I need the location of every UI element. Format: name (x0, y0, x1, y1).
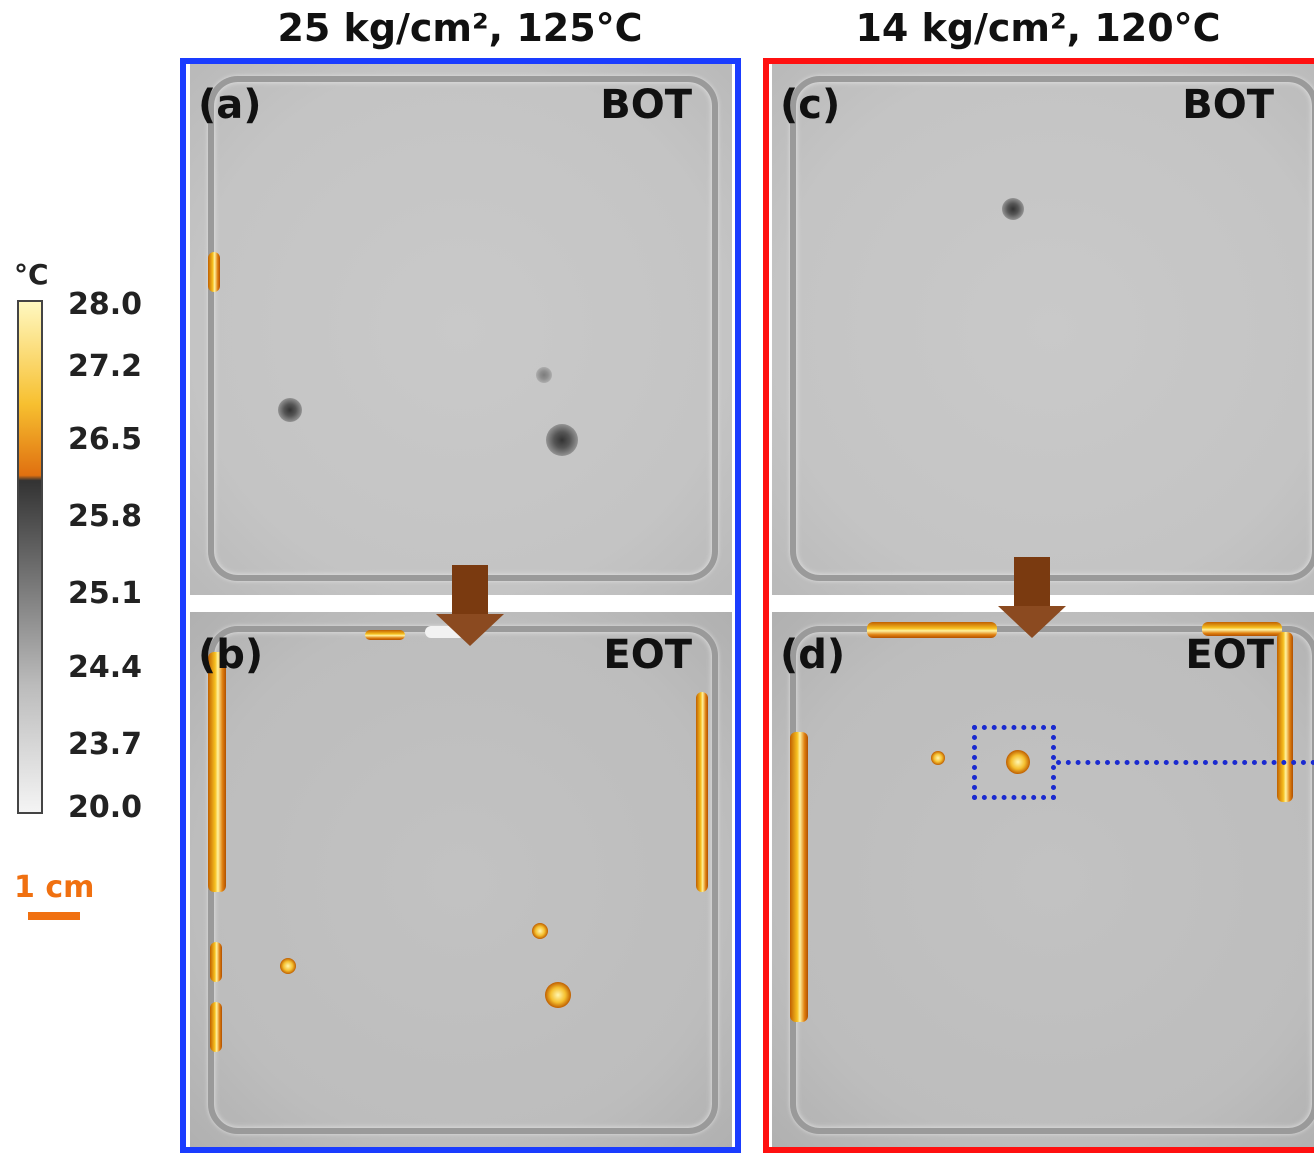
colorbar-unit: °C (14, 258, 49, 291)
colorbar-tick-label: 24.4 (68, 650, 142, 685)
colorbar-tick-label: 28.0 (68, 287, 142, 322)
colorbar (17, 300, 43, 814)
colorbar-tick-label: 26.5 (68, 422, 142, 457)
figure: 25 kg/cm², 125°C 14 kg/cm², 120°C (a) BO… (0, 0, 1314, 1153)
scale-bar (28, 912, 80, 920)
left-title: 25 kg/cm², 125°C (180, 6, 740, 50)
right-title: 14 kg/cm², 120°C (758, 6, 1314, 50)
arrow (452, 565, 488, 615)
colorbar-tick-label: 25.1 (68, 576, 142, 611)
colorbar-tick-label: 27.2 (68, 349, 142, 384)
arrow (436, 614, 504, 646)
colorbar-tick-label: 23.7 (68, 727, 142, 762)
zoom-box (972, 725, 1056, 800)
arrow (998, 606, 1066, 638)
colorbar-tick-label: 20.0 (68, 790, 142, 825)
arrow (1014, 557, 1050, 607)
scale-label: 1 cm (14, 870, 94, 905)
colorbar-tick-label: 25.8 (68, 499, 142, 534)
zoom-line (1056, 760, 1314, 765)
